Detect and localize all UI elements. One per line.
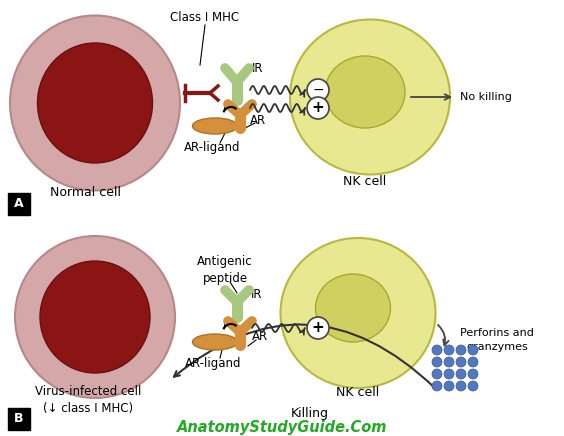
Circle shape	[432, 357, 442, 367]
Circle shape	[444, 345, 454, 355]
Ellipse shape	[325, 56, 405, 128]
Ellipse shape	[280, 238, 435, 388]
Circle shape	[444, 381, 454, 391]
Circle shape	[444, 357, 454, 367]
Circle shape	[468, 357, 478, 367]
Ellipse shape	[290, 20, 450, 174]
Ellipse shape	[192, 118, 237, 134]
Text: B: B	[14, 412, 24, 426]
Text: Perforins and
granzymes: Perforins and granzymes	[460, 328, 534, 351]
Circle shape	[432, 345, 442, 355]
Text: Virus-infected cell
(↓ class I MHC): Virus-infected cell (↓ class I MHC)	[35, 385, 141, 415]
Text: NK cell: NK cell	[336, 385, 380, 399]
Circle shape	[444, 369, 454, 379]
FancyBboxPatch shape	[8, 408, 30, 430]
Text: +: +	[312, 320, 324, 335]
Circle shape	[456, 357, 466, 367]
Text: −: −	[312, 83, 324, 97]
Text: IR: IR	[251, 289, 263, 302]
Circle shape	[456, 381, 466, 391]
Ellipse shape	[40, 261, 150, 373]
Text: +: +	[312, 101, 324, 116]
Circle shape	[468, 369, 478, 379]
Text: Class I MHC: Class I MHC	[170, 11, 240, 24]
Circle shape	[307, 317, 329, 339]
Ellipse shape	[37, 43, 152, 163]
Text: Antigenic
peptide: Antigenic peptide	[197, 255, 253, 285]
Circle shape	[432, 381, 442, 391]
Text: IR: IR	[252, 61, 264, 75]
Text: AnatomyStudyGuide.Com: AnatomyStudyGuide.Com	[177, 419, 387, 435]
Ellipse shape	[15, 236, 175, 398]
Circle shape	[456, 369, 466, 379]
FancyBboxPatch shape	[8, 193, 30, 215]
Circle shape	[456, 345, 466, 355]
Text: NK cell: NK cell	[343, 176, 387, 188]
Circle shape	[468, 381, 478, 391]
Circle shape	[468, 345, 478, 355]
Text: AR: AR	[252, 330, 268, 344]
Text: AR: AR	[250, 113, 266, 126]
Circle shape	[307, 79, 329, 101]
Text: No killing: No killing	[460, 92, 512, 102]
Circle shape	[432, 369, 442, 379]
Text: Normal cell: Normal cell	[50, 187, 121, 200]
Text: Killing: Killing	[291, 406, 329, 419]
Ellipse shape	[192, 334, 237, 350]
Text: AR-ligand: AR-ligand	[184, 142, 240, 154]
Ellipse shape	[315, 274, 390, 342]
Text: AR-ligand: AR-ligand	[185, 357, 241, 369]
Circle shape	[307, 97, 329, 119]
Text: A: A	[14, 198, 24, 211]
Ellipse shape	[10, 16, 180, 191]
